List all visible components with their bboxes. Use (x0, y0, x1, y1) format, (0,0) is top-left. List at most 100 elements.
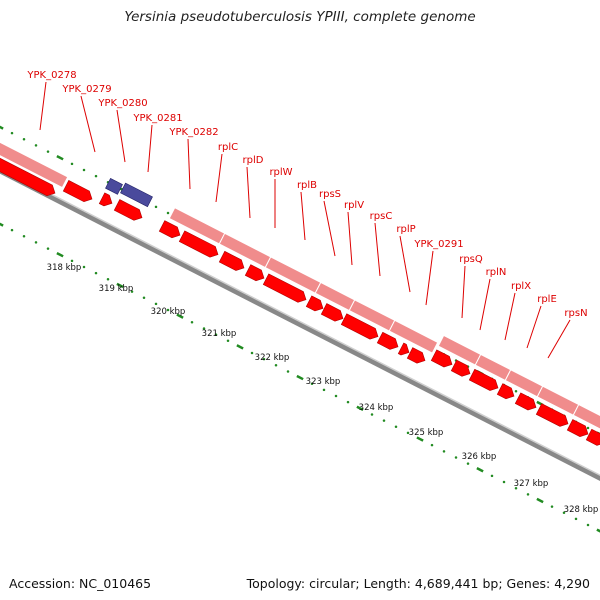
gene-arrow-ribosomal-b-4 (496, 383, 515, 400)
gene-callout-line (187, 138, 191, 190)
gene-arrow-ribosomal-1 (158, 220, 181, 239)
gene-arrow-ribosomal-b-1 (430, 349, 453, 368)
inner-ring-minor-tick (334, 394, 338, 398)
inner-ring-major-tick (296, 374, 304, 381)
inner-ring-major-tick (116, 282, 124, 289)
gene-label-rpsn: rpsN (564, 308, 587, 319)
tick-label-9: 326 kbp (462, 452, 497, 462)
gene-arrow-ribosomal-b-8 (585, 428, 600, 446)
gene-arrow-ypk-0282 (113, 199, 143, 221)
gene-label-ypk-0281: YPK_0281 (132, 113, 182, 124)
inner-ring-minor-tick (202, 327, 206, 330)
inner-ring-major-tick (536, 497, 544, 504)
gene-label-rplc: rplC (218, 142, 238, 153)
inner-ring-minor-tick (454, 456, 458, 459)
gene-callout-line (425, 250, 434, 306)
inner-ring-major-tick (176, 313, 184, 319)
inner-ring-minor-tick (322, 388, 326, 392)
gene-arrow-ribosomal-b-2 (450, 359, 471, 377)
gene-callout-line (504, 292, 516, 341)
inner-ring-minor-tick (466, 462, 470, 465)
map-title: Yersinia pseudotuberculosis YPIII, compl… (124, 9, 476, 25)
outer-ring-minor-tick (154, 205, 158, 209)
gene-arrow-ribosomal-8 (340, 313, 379, 340)
cds-band-segment (572, 403, 600, 430)
gene-callout-line (246, 166, 251, 219)
gene-callout-line (147, 124, 153, 173)
outer-ring-minor-tick (10, 131, 14, 135)
inner-ring-minor-tick (82, 265, 86, 269)
cds-band-segment (388, 319, 439, 354)
gene-label-rplw: rplW (269, 167, 292, 178)
gene-arrow-ribosomal-5 (262, 273, 307, 303)
gene-arrow-small (98, 192, 113, 207)
inner-ring-minor-tick (142, 296, 146, 299)
cds-band (0, 141, 600, 430)
inner-ring-minor-tick (550, 505, 554, 508)
inner-ring-minor-tick (382, 419, 386, 422)
tick-label-7: 324 kbp (359, 403, 394, 413)
outer-ring-major-tick (56, 155, 64, 161)
inner-ring-minor-tick (226, 339, 230, 342)
inner-ring-minor-tick (166, 308, 170, 312)
outer-ring-minor-tick (166, 211, 170, 215)
outer-ring-minor-tick (22, 138, 26, 141)
gene-arrow-ypk-0278 (0, 157, 56, 197)
backbone-line (0, 168, 600, 482)
gene-callout-line (547, 319, 571, 359)
outer-ring-minor-tick (46, 150, 50, 153)
inner-ring-minor-tick (262, 357, 266, 361)
inner-ring-minor-tick (286, 370, 290, 373)
tick-label-1: 318 kbp (47, 263, 82, 273)
gene-callout-line (399, 235, 411, 293)
inner-ring-minor-tick (214, 333, 218, 336)
tick-label-3: 320 kbp (151, 307, 186, 317)
trna-box-ypk-0280 (105, 177, 123, 195)
inner-ring-minor-tick (394, 425, 398, 429)
gene-label-rplx: rplX (511, 281, 531, 292)
gene-callout-line (300, 191, 306, 241)
gene-callout-line (374, 222, 381, 277)
inner-ring-minor-tick (442, 450, 446, 453)
gene-arrow-ribosomal-7 (320, 303, 344, 322)
genome-summary-text: Topology: circular; Length: 4,689,441 bp… (246, 576, 590, 591)
gene-label-rplv: rplV (344, 200, 364, 211)
tick-label-11: 328 kbp (564, 505, 599, 515)
gene-features (0, 157, 600, 446)
inner-ring-minor-tick (310, 382, 314, 385)
gene-callout-line (80, 95, 96, 153)
inner-ring-minor-tick (22, 235, 26, 238)
gene-arrow-ribosomal-b-6 (535, 403, 569, 427)
gene-callout-line (526, 305, 542, 349)
outer-ring-minor-tick (94, 174, 98, 178)
inner-ring-minor-tick (406, 431, 410, 435)
backbone-highlight (0, 167, 600, 477)
trna-box-ypk-0281 (120, 182, 153, 208)
outer-ring-major-tick (0, 125, 4, 130)
gene-label-rpss: rpsS (319, 189, 341, 200)
gene-label-ypk-0282: YPK_0282 (168, 127, 218, 138)
inner-ring-minor-tick (94, 271, 98, 275)
gene-arrow-ribosomal-6 (305, 295, 324, 312)
gene-label-ypk-0280: YPK_0280 (97, 98, 147, 109)
gene-label-ypk-0291: YPK_0291 (413, 239, 463, 250)
gene-callout-line (215, 153, 223, 203)
backbone-strand (0, 167, 600, 482)
gene-label-rpld: rplD (243, 155, 264, 166)
inner-ring-minor-tick (106, 278, 110, 281)
gene-arrow-ribosomal-b-7 (566, 419, 589, 437)
tick-label-8: 325 kbp (409, 428, 444, 438)
gene-arrow-ribosomal-10 (397, 342, 410, 356)
inner-ring-minor-tick (430, 443, 434, 447)
inner-ring-minor-tick (10, 228, 14, 232)
gene-label-rple: rplE (537, 294, 557, 305)
inner-ring-minor-tick (562, 511, 566, 515)
gene-label-rplp: rplP (396, 224, 415, 235)
inner-ring-minor-tick (574, 517, 578, 521)
gene-label-rplb: rplB (297, 180, 317, 191)
gene-callout-line (479, 278, 491, 331)
inner-tick-ring (0, 222, 600, 533)
inner-ring-minor-tick (190, 321, 194, 324)
inner-ring-minor-tick (250, 351, 254, 355)
inner-ring-major-tick (476, 467, 484, 473)
